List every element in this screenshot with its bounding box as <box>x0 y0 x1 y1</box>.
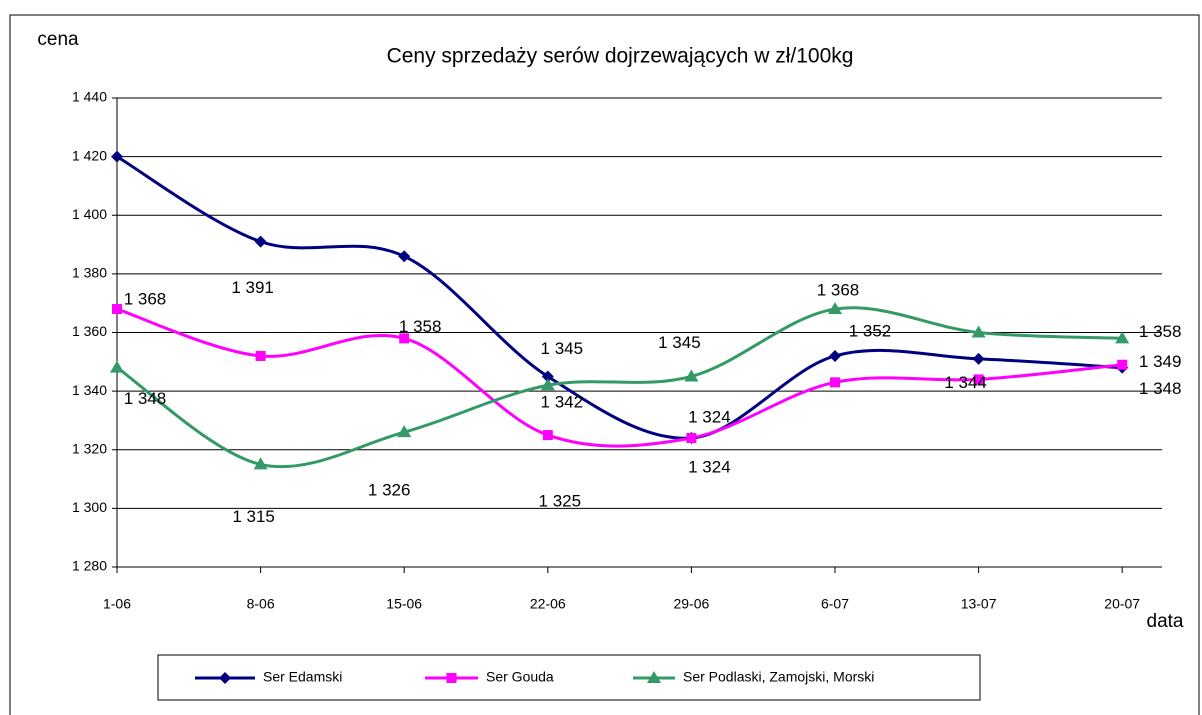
data-point <box>541 370 554 383</box>
data-label: 1 368 <box>817 281 860 300</box>
data-point <box>973 374 984 385</box>
data-label: 1 344 <box>944 373 987 392</box>
data-point <box>971 325 986 338</box>
x-tick-label: 1-06 <box>103 596 131 612</box>
x-axis-label: data <box>1147 611 1184 632</box>
data-point <box>972 352 985 365</box>
data-label: 1 345 <box>541 339 584 358</box>
x-tick-label: 20-07 <box>1104 596 1140 612</box>
legend-box <box>157 654 981 701</box>
data-label: 1 368 <box>124 290 167 309</box>
x-tick-label: 22-06 <box>530 596 566 612</box>
data-point <box>399 333 410 344</box>
data-label: 1 345 <box>658 333 701 352</box>
data-label: 1 348 <box>124 389 167 408</box>
y-tick-label: 1 400 <box>72 206 107 222</box>
y-tick-label: 1 320 <box>72 440 107 456</box>
series-line <box>116 307 1123 448</box>
data-point <box>112 304 122 315</box>
data-label: 1 358 <box>1139 322 1182 341</box>
x-tick-label: 8-06 <box>247 596 275 612</box>
x-tick-label: 29-06 <box>673 596 709 612</box>
x-tick-label: 13-07 <box>961 596 997 612</box>
data-label: 1 326 <box>368 481 411 500</box>
data-label: 1 358 <box>399 317 442 336</box>
data-label: 1 348 <box>1139 379 1182 398</box>
y-tick-label: 1 440 <box>72 89 107 105</box>
data-label: 1 391 <box>231 278 274 297</box>
data-point <box>1117 359 1128 370</box>
y-tick-label: 1 280 <box>72 558 107 574</box>
legend-label: Ser Podlaski, Zamojski, Morski <box>683 669 874 685</box>
series-line <box>116 306 1123 469</box>
data-label: 1 325 <box>539 492 582 511</box>
x-tick-label: 6-07 <box>821 596 849 612</box>
data-point <box>684 369 699 382</box>
data-point <box>828 302 842 315</box>
data-point <box>830 377 840 388</box>
y-tick-label: 1 340 <box>72 382 107 398</box>
data-point <box>540 378 555 391</box>
data-point <box>686 433 697 444</box>
legend-label: Ser Edamski <box>263 669 342 685</box>
data-label: 1 342 <box>541 393 584 412</box>
legend-marker <box>219 672 231 684</box>
y-tick-label: 1 300 <box>72 499 107 515</box>
legend-marker <box>647 671 661 683</box>
data-label: 1 349 <box>1139 352 1182 371</box>
data-point <box>397 425 412 438</box>
legend-marker <box>446 673 457 683</box>
data-point <box>253 457 268 470</box>
data-point <box>254 235 267 248</box>
y-tick-label: 1 360 <box>72 323 107 339</box>
x-tick-label: 15-06 <box>386 596 422 612</box>
chart-title: Ceny sprzedaży serów dojrzewających w zł… <box>387 45 854 68</box>
y-axis-label: cena <box>37 29 79 50</box>
y-tick-label: 1 380 <box>72 265 107 281</box>
data-label: 1 324 <box>688 408 731 427</box>
y-tick-label: 1 420 <box>72 147 107 163</box>
series-line <box>116 155 1123 440</box>
data-point <box>110 360 124 373</box>
data-point <box>1115 331 1130 344</box>
data-label: 1 315 <box>232 507 275 526</box>
data-point <box>398 250 411 263</box>
data-point <box>111 150 123 163</box>
data-point <box>542 430 553 441</box>
data-label: 1 324 <box>688 458 731 477</box>
data-label: 1 352 <box>849 321 892 340</box>
chart-frame <box>9 14 1200 715</box>
data-point <box>829 349 841 362</box>
data-point <box>255 350 266 361</box>
legend-label: Ser Gouda <box>486 669 554 685</box>
